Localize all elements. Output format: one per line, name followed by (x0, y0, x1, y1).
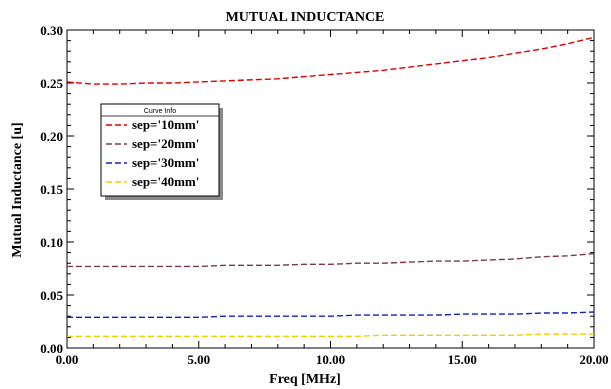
legend-label: sep='10mm' (132, 117, 199, 132)
legend-item[interactable]: sep='40mm' (106, 174, 199, 189)
x-tick-label: 15.00 (448, 352, 477, 367)
series-group (66, 36, 595, 337)
y-tick-label: 0.30 (40, 23, 63, 38)
y-tick-label: 0.05 (40, 288, 63, 303)
legend-box (100, 103, 220, 197)
x-tick-label: 0.00 (56, 352, 79, 367)
y-axis-label: Mutual Inductance [u] (10, 122, 25, 257)
legend-label: sep='30mm' (132, 155, 199, 170)
x-axis-label: Freq [MHz] (269, 372, 341, 387)
x-axis: 0.00 5.00 10.00 15.00 20.00 (56, 30, 609, 367)
x-tick-label: 5.00 (187, 352, 210, 367)
legend-item[interactable]: sep='10mm' (106, 117, 199, 132)
series-line-1 (66, 36, 595, 85)
legend-title: Curve Info (144, 108, 176, 115)
legend-item[interactable]: sep='30mm' (106, 155, 199, 170)
series-line-2 (67, 253, 595, 268)
x-tick-label: 20.00 (579, 352, 608, 367)
chart-title: MUTUAL INDUCTANCE (226, 10, 385, 25)
y-axis: 0.00 0.05 0.10 0.15 0.20 0.25 0.30 (40, 23, 594, 356)
series-line-3 (67, 311, 595, 318)
series-line-4 (67, 333, 594, 337)
y-tick-label: 0.25 (40, 76, 63, 91)
legend-item[interactable]: sep='20mm' (106, 136, 199, 151)
legend[interactable]: Curve Info sep='10mm' sep='20mm' sep='30mm'… (100, 103, 223, 200)
legend-label: sep='20mm' (132, 136, 199, 151)
x-tick-label: 10.00 (316, 352, 345, 367)
y-tick-label: 0.00 (40, 341, 63, 356)
legend-label: sep='40mm' (132, 174, 199, 189)
y-tick-label: 0.20 (40, 129, 63, 144)
y-tick-label: 0.15 (40, 182, 63, 197)
y-tick-label: 0.10 (40, 235, 63, 250)
